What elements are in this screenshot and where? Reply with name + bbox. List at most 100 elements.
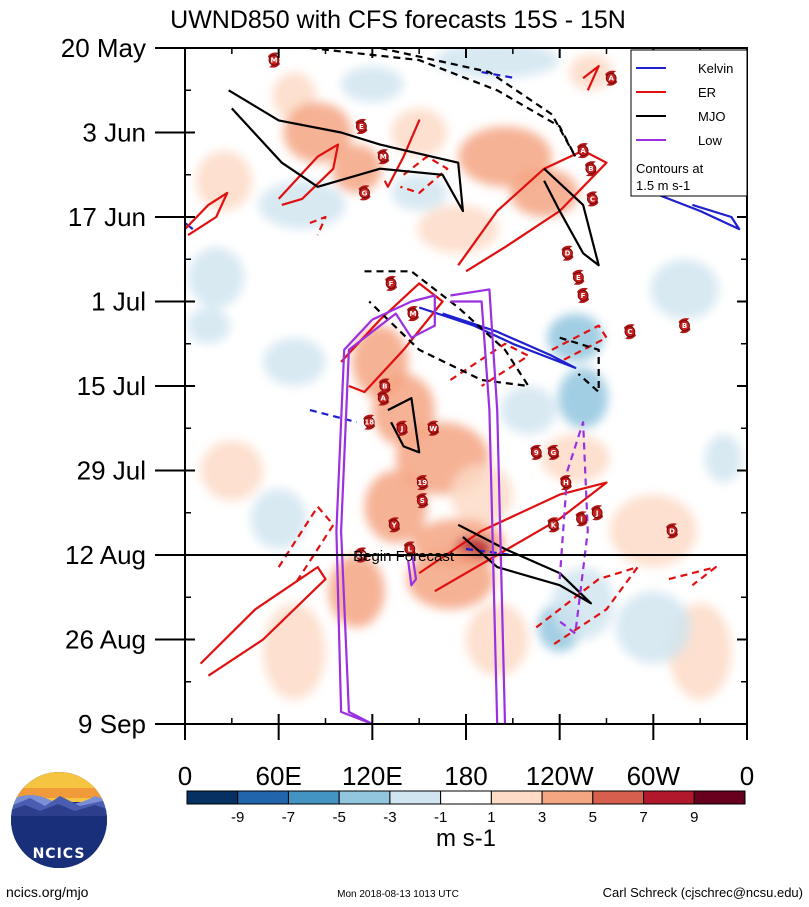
footer-site: ncics.org/mjo: [6, 884, 89, 900]
storm-marker-8: D: [561, 245, 574, 261]
anomaly-blob-39: [341, 66, 404, 103]
anomaly-blob-31: [500, 386, 557, 435]
y-tick-label: 29 Jul: [77, 456, 146, 486]
logo-text: NCICS: [33, 846, 86, 862]
legend-item-er: ER: [636, 85, 716, 100]
storm-label: M: [409, 310, 416, 318]
anomaly-blob-0: [195, 150, 253, 211]
storm-dot: [605, 72, 617, 84]
colorbar-cell-0: [186, 790, 239, 805]
storm-dot: [548, 446, 559, 458]
anomaly-blob-17: [263, 603, 326, 700]
low-contour-31: [407, 548, 418, 587]
colorbar-cell-4: [389, 790, 442, 805]
anomaly-blob-30: [558, 367, 609, 429]
storm-marker-22: H: [559, 475, 572, 491]
storm-label: A: [580, 147, 586, 155]
anomaly-blob-12: [450, 464, 513, 525]
colorbar-tick-label: -3: [383, 809, 396, 826]
anomaly-blob-38: [704, 434, 743, 483]
forecast-start-label: Begin Forecast: [353, 548, 455, 565]
storm-marker-9: E: [572, 269, 585, 285]
storm-label: Y: [391, 521, 398, 529]
legend-label: Low: [698, 133, 722, 148]
colorbar-cell-3: [338, 790, 391, 805]
storm-dot: [530, 446, 542, 458]
storm-label: 18: [364, 419, 374, 427]
anomaly-blob-18: [540, 434, 610, 483]
storm-dot: [576, 513, 587, 525]
er-contour-6: [185, 191, 229, 237]
storm-marker-19: W: [427, 420, 440, 436]
anomaly-blob-26: [188, 247, 245, 308]
storm-dot: [377, 392, 389, 404]
er-contour-13: [582, 64, 600, 91]
storm-marker-23: 19: [416, 475, 429, 491]
er-contour-20: [668, 565, 717, 587]
colorbar-tick-label: 7: [639, 809, 647, 826]
anomaly-blob-34: [250, 488, 307, 549]
x-tick-label: 0: [740, 761, 754, 791]
anomaly-blob-35: [650, 259, 719, 320]
y-tick-label: 17 Jun: [68, 202, 146, 232]
storm-dot: [359, 187, 370, 199]
storm-marker-18: J: [395, 420, 408, 436]
mjo-contour-25: [309, 48, 577, 158]
low-contour-28: [335, 294, 436, 724]
storm-dot: [388, 519, 400, 531]
storm-label: E: [576, 274, 581, 282]
storm-dot: [427, 422, 439, 434]
x-tick-label: 0: [178, 761, 192, 791]
footer-author: Carl Schreck (cjschrec@ncsu.edu): [603, 885, 803, 900]
storm-dot: [560, 477, 572, 488]
storm-dot: [562, 247, 573, 259]
colorbar-tick-label: 9: [690, 809, 698, 826]
legend-item-mjo: MJO: [636, 109, 725, 124]
legend-item-low: Low: [636, 133, 722, 148]
storm-dot: [356, 121, 367, 132]
storm-dot: [577, 290, 589, 301]
storm-marker-0: M: [267, 52, 280, 68]
storm-dot: [585, 163, 597, 175]
x-tick-label: 60W: [627, 761, 681, 791]
storm-tracks: MEMGAABCDEFFMCBBA18JW9GH19SYKIJD20L: [267, 52, 691, 563]
storm-label: B: [588, 165, 593, 173]
storm-label: J: [595, 509, 599, 517]
anomaly-blob-23: [466, 603, 529, 676]
storm-label: F: [389, 280, 394, 288]
storm-marker-10: F: [577, 287, 590, 304]
storm-dot: [416, 495, 428, 507]
storm-label: J: [400, 425, 404, 433]
anomaly-blob-6: [509, 168, 579, 217]
storm-label: G: [551, 449, 557, 457]
footer-timestamp: Mon 2018-08-13 1013 UTC: [337, 889, 459, 900]
legend: Kelvin ER MJO Low Contours at 1.5 m s-1: [630, 49, 748, 197]
storm-label: F: [581, 292, 586, 300]
storm-label: B: [382, 383, 387, 391]
colorbar-cell-10: [693, 790, 746, 805]
storm-label: H: [563, 479, 569, 487]
colorbar-tick-label: -9: [231, 809, 244, 826]
storm-label: M: [270, 57, 277, 65]
kelvin-contour-1: [652, 191, 741, 231]
storm-dot: [548, 519, 559, 531]
anomaly-blob-11: [364, 470, 427, 543]
storm-dot: [407, 308, 419, 319]
legend-label: MJO: [698, 109, 725, 124]
low-contour-29: [450, 288, 507, 724]
legend-label: Kelvin: [698, 61, 733, 76]
colorbar-tick-label: -1: [434, 809, 447, 826]
colorbar-cell-8: [592, 790, 645, 805]
anomaly-field: [186, 48, 743, 700]
legend-box: [630, 49, 748, 197]
storm-label: L: [408, 545, 413, 553]
y-tick-label: 26 Aug: [65, 625, 146, 655]
er-contour-10: [340, 282, 444, 394]
storm-dot: [587, 193, 598, 205]
storm-dot: [363, 416, 375, 428]
colorbar-tick-label: -7: [282, 809, 295, 826]
storm-marker-5: A: [577, 143, 590, 159]
storm-dot: [416, 477, 428, 488]
storm-label: K: [551, 521, 557, 529]
anomaly-blob-7: [417, 204, 499, 254]
